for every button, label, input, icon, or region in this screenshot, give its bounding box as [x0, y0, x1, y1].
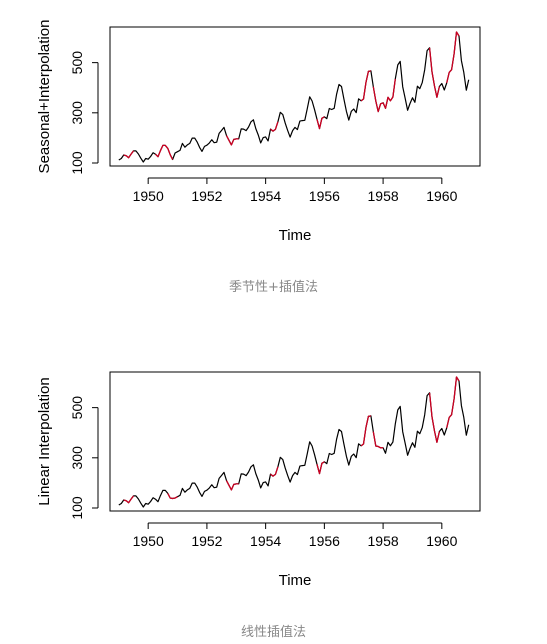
caption-linear-interpolation: 线性插值法 — [240, 625, 306, 640]
x-tick-label: 1952 — [191, 188, 222, 204]
plot-frame — [109, 26, 481, 167]
x-tick-label: 1958 — [368, 533, 399, 549]
y-tick-label: 100 — [69, 151, 85, 175]
imputed-segment-line — [428, 392, 441, 443]
y-tick-label: 300 — [69, 101, 85, 125]
x-tick-label: 1954 — [250, 533, 281, 549]
imputed-segment-line — [316, 461, 325, 475]
imputed-segment-line — [123, 495, 135, 504]
imputed-segment-line — [372, 86, 384, 113]
y-axis-title: Seasonal+Interpolation — [36, 20, 53, 174]
imputed-segment-line — [225, 135, 239, 146]
x-axis-title: Time — [279, 572, 312, 589]
x-tick-label: 1960 — [426, 533, 457, 549]
caption-seasonal-interpolation: 季节性+插值法 — [229, 280, 318, 295]
imputed-segment-line — [446, 31, 460, 84]
observed-series-line — [118, 376, 470, 508]
observed-series-line — [118, 31, 470, 163]
imputed-segment-line — [446, 376, 460, 429]
x-tick-label: 1950 — [133, 188, 164, 204]
x-tick-label: 1950 — [133, 533, 164, 549]
imputed-segment-line — [316, 116, 325, 130]
imputed-segment-line — [428, 47, 441, 98]
imputed-segment-line — [270, 121, 279, 132]
x-tick-label: 1952 — [191, 533, 222, 549]
imputed-segment-line — [167, 493, 178, 500]
x-tick-label: 1960 — [426, 188, 457, 204]
x-tick-label: 1956 — [309, 188, 340, 204]
x-axis-title: Time — [279, 227, 312, 244]
imputed-segment-line — [382, 78, 396, 109]
y-tick-label: 100 — [69, 496, 85, 520]
linear-interpolation-chart: 1950 1952 1954 1956 1958 1960 100 300 500 Time Lin… — [36, 371, 481, 589]
y-tick-label: 300 — [69, 446, 85, 470]
imputed-segment-line — [225, 480, 239, 491]
plot-frame — [109, 371, 481, 512]
y-tick-label: 500 — [69, 51, 85, 75]
imputed-segment-line — [270, 466, 279, 477]
imputed-segment-line — [155, 144, 174, 160]
imputed-segment-line — [360, 415, 372, 447]
imputed-segment-line — [123, 150, 135, 159]
y-axis-title: Linear Interpolation — [36, 377, 53, 505]
x-tick-label: 1954 — [250, 188, 281, 204]
imputed-segment-line — [372, 431, 384, 449]
seasonal-interpolation-chart: 1950 1952 1954 1956 1958 1960 100 300 500 Time Sea… — [36, 20, 481, 244]
x-tick-label: 1956 — [309, 533, 340, 549]
x-tick-label: 1958 — [368, 188, 399, 204]
imputed-segment-line — [360, 70, 372, 102]
y-tick-label: 500 — [69, 396, 85, 420]
